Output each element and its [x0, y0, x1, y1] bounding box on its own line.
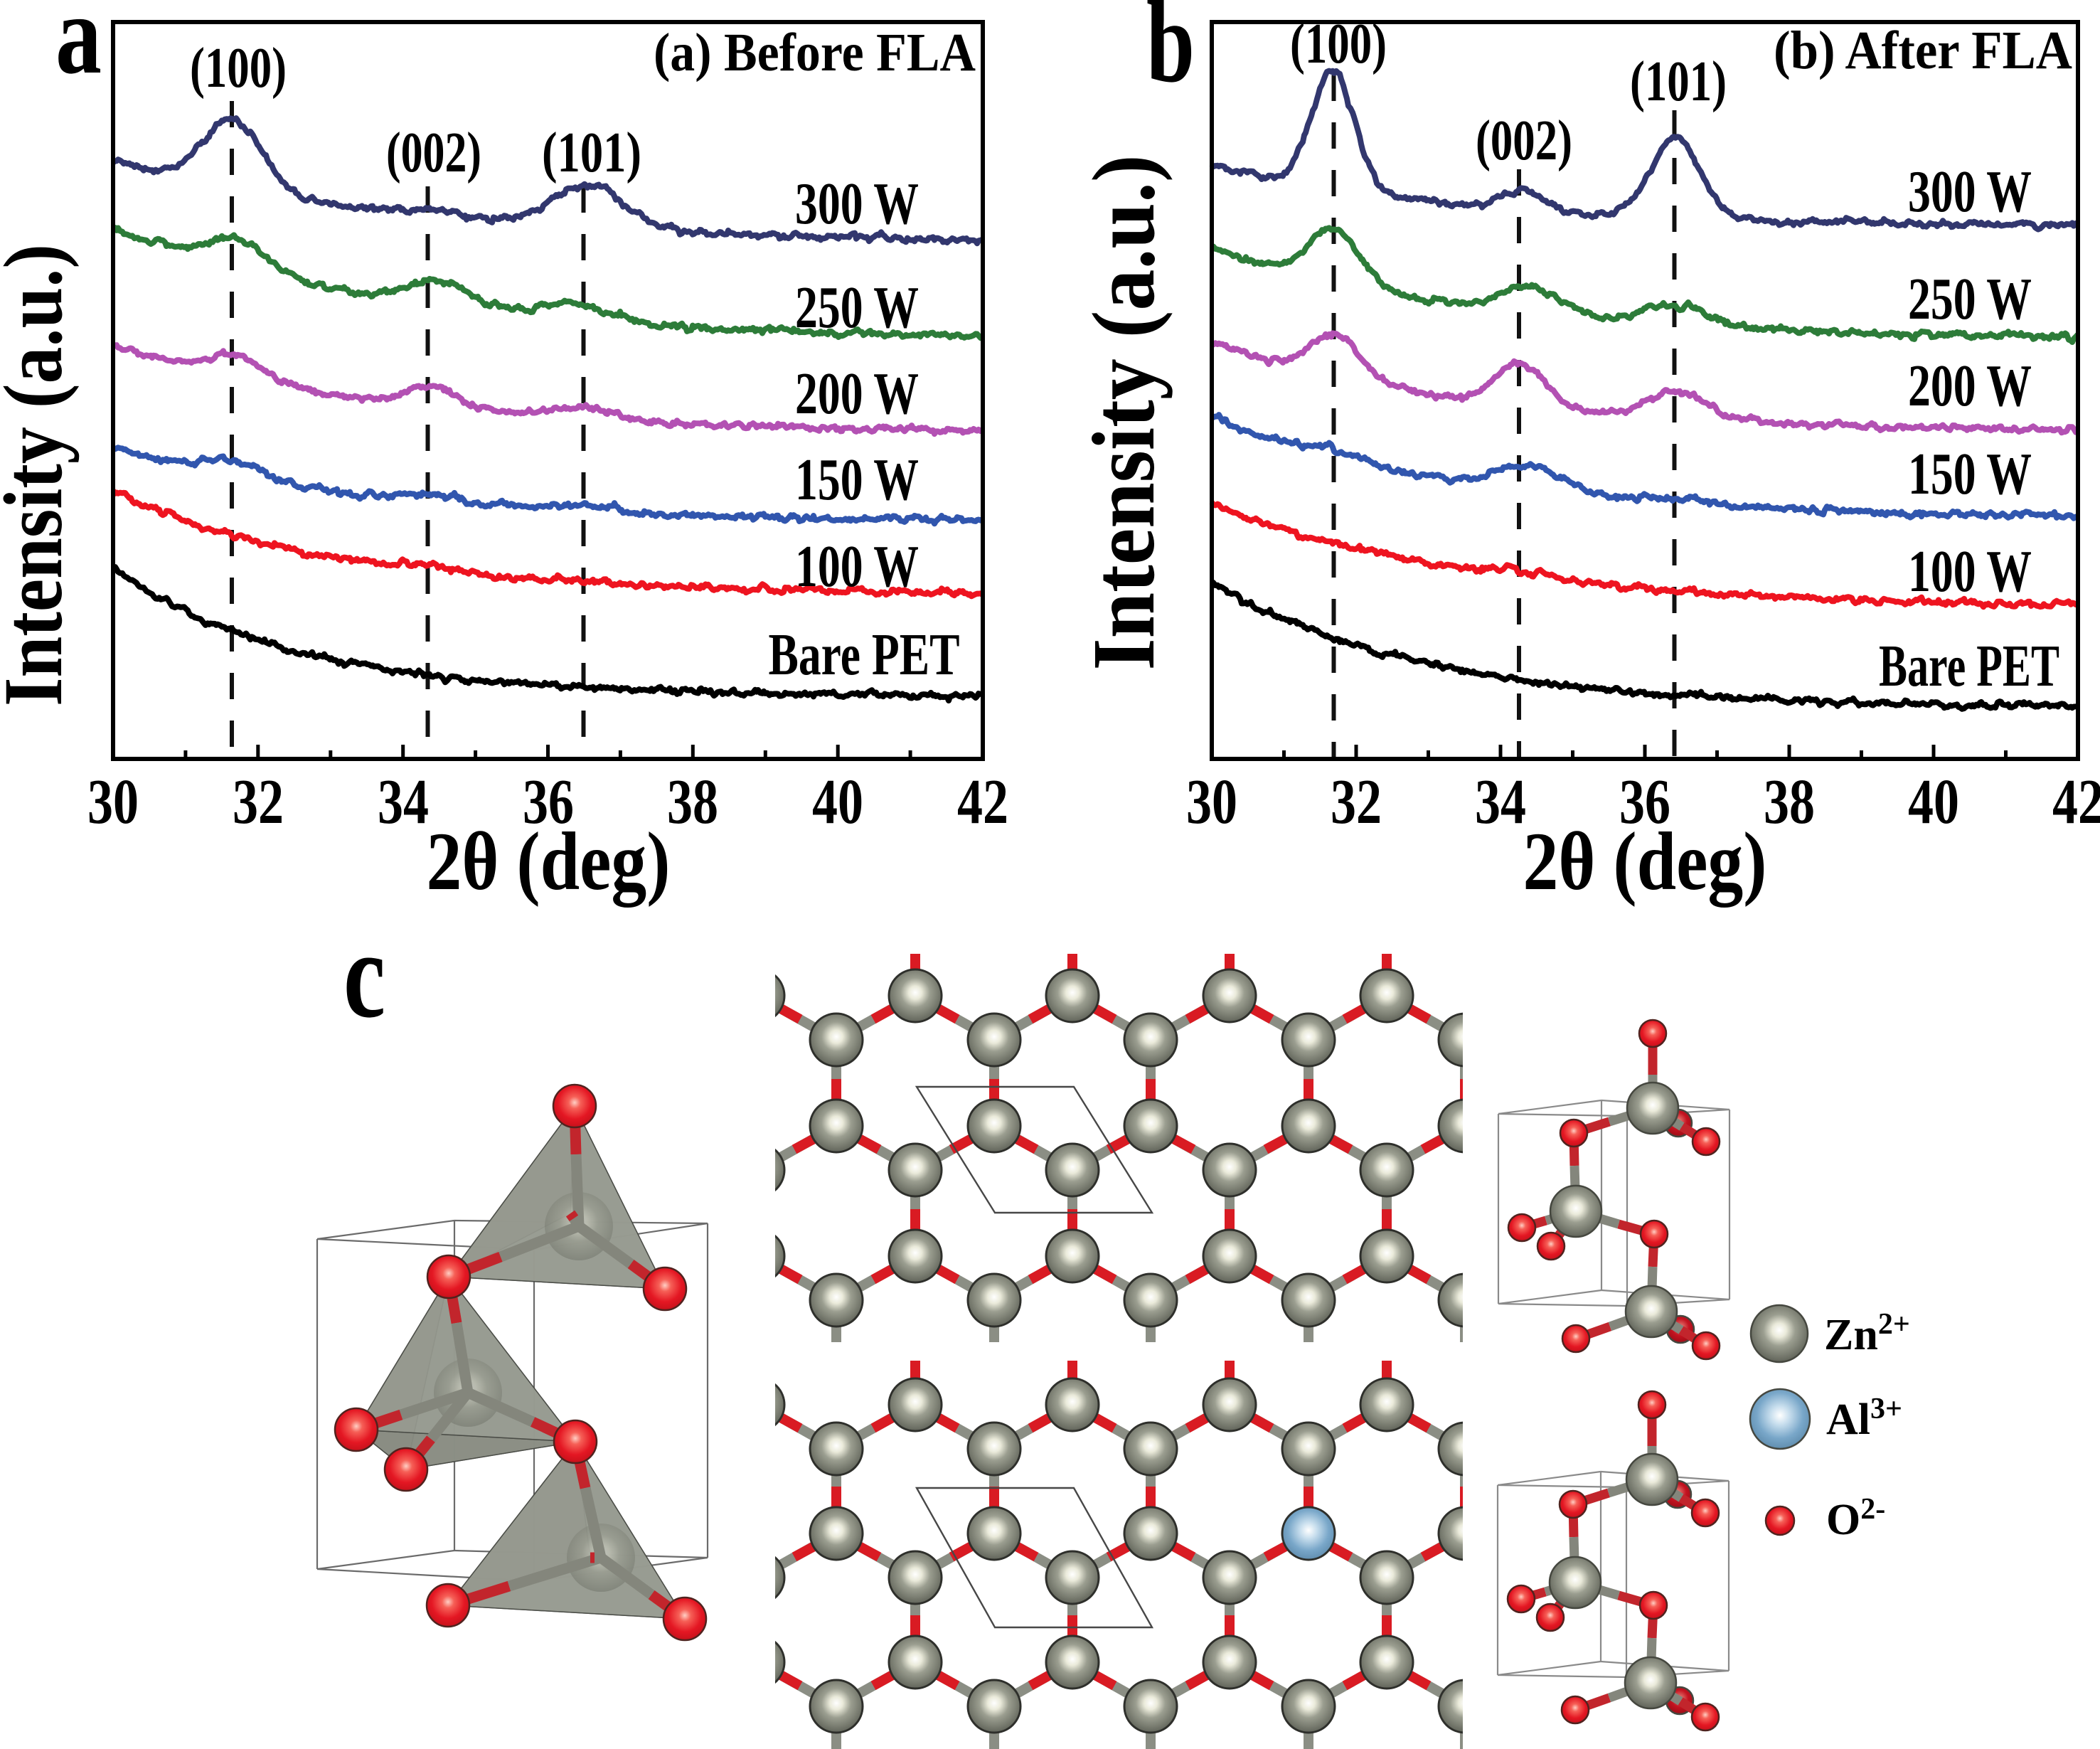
svg-text:30: 30: [1186, 767, 1237, 837]
svg-text:300 W: 300 W: [795, 171, 919, 237]
svg-text:300 W: 300 W: [1908, 159, 2032, 225]
svg-text:(100): (100): [190, 37, 287, 100]
svg-text:Zn2+: Zn2+: [1824, 1308, 1910, 1359]
svg-text:32: 32: [233, 767, 284, 837]
svg-text:40: 40: [812, 767, 863, 837]
svg-text:36: 36: [523, 767, 574, 837]
svg-text:34: 34: [1475, 767, 1526, 837]
svg-text:250 W: 250 W: [795, 275, 919, 341]
svg-text:36: 36: [1619, 767, 1670, 837]
svg-text:40: 40: [1908, 767, 1959, 837]
svg-text:200 W: 200 W: [1908, 353, 2032, 419]
svg-text:38: 38: [1764, 767, 1815, 837]
svg-text:100 W: 100 W: [795, 533, 919, 600]
svg-text:42: 42: [2052, 767, 2100, 837]
svg-text:Bare PET: Bare PET: [769, 622, 960, 688]
svg-text:Intensity (a.u.): Intensity (a.u.): [0, 244, 80, 706]
svg-text:200 W: 200 W: [795, 361, 919, 427]
svg-text:32: 32: [1331, 767, 1382, 837]
svg-text:c: c: [343, 905, 385, 1043]
svg-text:250 W: 250 W: [1908, 266, 2032, 332]
svg-text:2θ (deg): 2θ (deg): [1523, 816, 1767, 908]
svg-text:(002): (002): [386, 122, 481, 184]
svg-text:b: b: [1146, 0, 1195, 107]
svg-text:2θ (deg): 2θ (deg): [427, 816, 671, 908]
svg-text:(101): (101): [1630, 50, 1727, 113]
svg-text:100 W: 100 W: [1908, 538, 2032, 605]
svg-text:150 W: 150 W: [1908, 441, 2032, 507]
svg-text:Intensity (a.u.): Intensity (a.u.): [1075, 155, 1173, 671]
svg-text:42: 42: [957, 767, 1008, 837]
svg-text:34: 34: [378, 767, 429, 837]
svg-text:30: 30: [87, 767, 139, 837]
svg-text:38: 38: [667, 767, 718, 837]
svg-text:(100): (100): [1290, 13, 1387, 75]
svg-text:(002): (002): [1476, 110, 1572, 172]
svg-text:(a) Before FLA: (a) Before FLA: [654, 23, 976, 83]
svg-text:a: a: [55, 0, 102, 97]
svg-text:(101): (101): [542, 122, 641, 184]
svg-text:(b) After FLA: (b) After FLA: [1774, 21, 2072, 80]
svg-text:Bare PET: Bare PET: [1879, 633, 2059, 699]
svg-text:150 W: 150 W: [795, 447, 919, 513]
